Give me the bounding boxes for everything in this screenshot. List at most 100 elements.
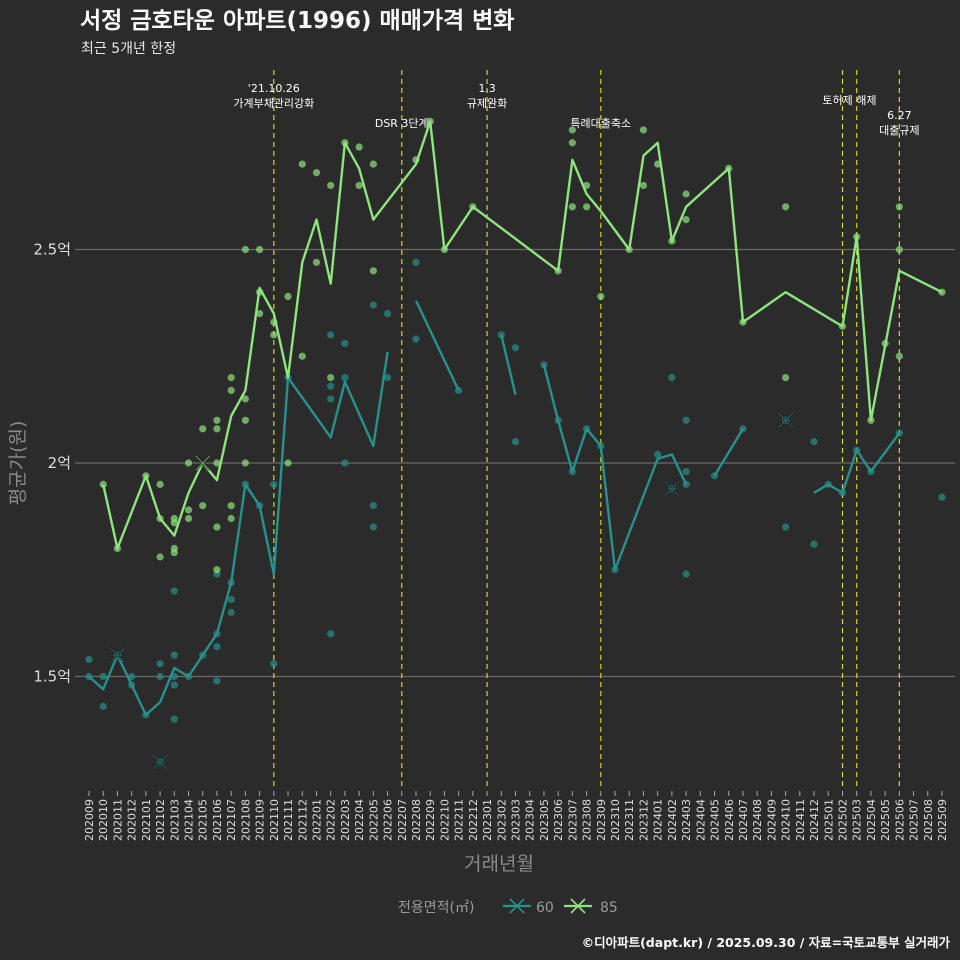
data-point-60 [782, 523, 790, 531]
data-point-85 [355, 181, 363, 190]
data-point-85 [156, 553, 164, 561]
x-tick-label: 202101 [140, 799, 153, 841]
data-point-60 [156, 660, 164, 668]
event-annotation: 규제완화 [467, 97, 507, 110]
data-point-60 [497, 331, 505, 339]
data-point-85 [355, 143, 363, 151]
x-tick-label: 202306 [552, 799, 565, 841]
data-point-60 [369, 502, 377, 510]
data-point-60 [682, 416, 690, 424]
x-tick-label: 202506 [893, 799, 906, 841]
data-point-85 [170, 549, 178, 557]
x-tick-label: 202203 [339, 799, 352, 841]
x-tick-label: 202509 [936, 799, 949, 841]
data-point-85 [298, 352, 306, 360]
data-point-60 [383, 374, 392, 382]
x-tick-label: 202405 [709, 799, 722, 841]
x-tick-label: 202102 [154, 799, 167, 841]
data-point-60 [270, 480, 278, 488]
data-point-85 [895, 203, 903, 211]
x-tick-label: 202201 [311, 799, 324, 841]
legend: 전용면적(㎡) 60 85 [398, 898, 618, 916]
data-point-60 [270, 660, 278, 668]
data-point-85 [184, 459, 193, 467]
data-point-85 [369, 160, 377, 168]
data-point-85 [284, 459, 292, 467]
series-lines [88, 120, 943, 717]
data-point-85 [156, 480, 164, 488]
x-marker-60 [777, 412, 794, 429]
data-point-60 [810, 438, 818, 446]
x-tick-label: 202011 [111, 799, 124, 841]
x-tick-label: 202105 [197, 799, 210, 841]
x-axis-title: 거래년월 [464, 853, 534, 875]
data-point-85 [682, 216, 690, 224]
x-marker-85 [194, 455, 211, 471]
data-point-85 [241, 395, 249, 403]
data-point-85 [227, 514, 235, 523]
x-marker-icon [195, 455, 211, 471]
x-tick-label: 202205 [367, 799, 380, 841]
x-marker-60 [152, 754, 168, 770]
x-tick-label: 202208 [410, 799, 423, 841]
series-line-60 [500, 334, 517, 395]
x-tick-label: 202109 [254, 799, 267, 841]
data-point-60 [341, 459, 349, 467]
y-axis-title: 평균가(원) [7, 421, 29, 506]
data-point-85 [312, 258, 321, 266]
x-tick-label: 202504 [865, 799, 878, 841]
x-tick-label: 202503 [851, 799, 864, 841]
legend-title: 전용면적(㎡) [398, 900, 474, 916]
y-axis-ticks: 1.5억 2억 2.5억 [33, 241, 71, 686]
data-point-85 [582, 203, 591, 211]
legend-x-icon [570, 898, 586, 914]
x-axis-ticks: 202009 202010 202011 202012 202101 202102 2021… [83, 791, 949, 841]
data-point-85 [170, 519, 178, 527]
data-point-60 [327, 382, 335, 390]
data-point-60 [682, 467, 690, 476]
event-annotation: 6.27 [887, 109, 912, 122]
x-marker-icon [778, 413, 793, 428]
x-marker-icon [664, 481, 680, 496]
footer-credit: ©디아파트(dapt.kr) / 2025.09.30 / 자료=국토교통부 실… [582, 935, 951, 950]
x-tick-label: 202404 [694, 799, 707, 841]
x-tick-label: 202406 [723, 799, 736, 841]
legend-label-60: 60 [536, 900, 554, 916]
x-tick-label: 202407 [737, 799, 750, 841]
x-tick-label: 202012 [126, 799, 139, 841]
legend-key-60 [503, 898, 531, 914]
data-point-85 [284, 292, 292, 301]
x-tick-label: 202508 [922, 799, 935, 841]
x-tick-label: 202202 [325, 799, 338, 841]
data-point-60 [85, 655, 93, 664]
data-point-85 [99, 480, 107, 488]
x-tick-label: 202311 [623, 799, 636, 841]
x-tick-label: 202309 [595, 799, 608, 841]
data-point-85 [639, 126, 648, 134]
series-line-60 [713, 428, 745, 477]
data-point-60 [654, 450, 662, 459]
data-point-60 [227, 596, 235, 604]
data-point-60 [213, 677, 221, 685]
data-point-85 [327, 374, 335, 382]
x-marker-icon [152, 754, 168, 770]
data-point-85 [241, 416, 249, 424]
series-line-85 [102, 120, 943, 550]
data-point-60 [810, 540, 818, 548]
event-annotation: 특례대출축소 [570, 117, 631, 130]
x-tick-label: 202305 [538, 799, 551, 841]
data-point-60 [540, 361, 548, 369]
data-point-60 [341, 339, 349, 348]
x-marker-60 [109, 647, 126, 663]
data-point-85 [213, 425, 221, 433]
series-line-60 [813, 432, 901, 495]
y-tick-label: 1.5억 [33, 668, 71, 686]
x-tick-label: 202207 [396, 799, 409, 841]
x-tick-label: 202108 [239, 799, 252, 841]
data-point-60 [341, 374, 349, 382]
y-tick-label: 2.5억 [33, 241, 71, 259]
data-point-85 [782, 203, 790, 211]
